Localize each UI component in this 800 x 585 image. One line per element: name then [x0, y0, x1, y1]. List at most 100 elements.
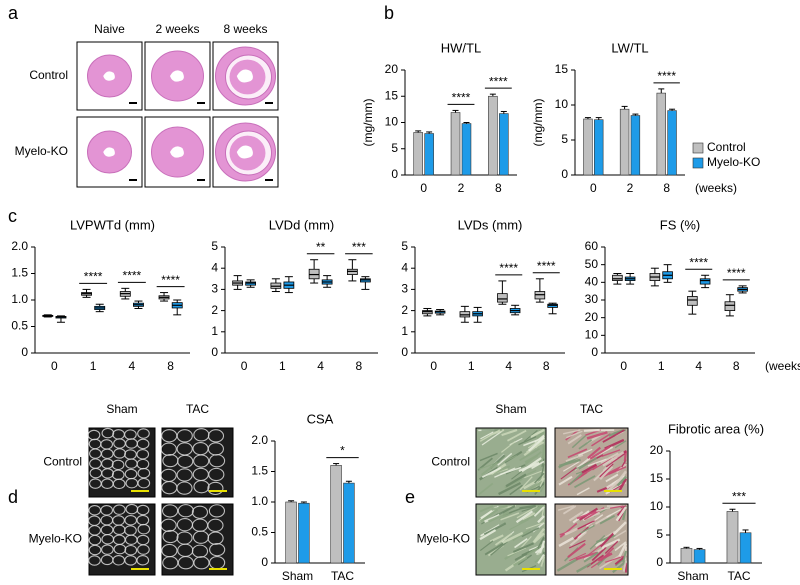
chart-title: LVPWTd (mm) [70, 217, 155, 232]
fiber [599, 465, 614, 480]
fiber [566, 430, 583, 439]
bar [461, 123, 472, 176]
cell [101, 427, 115, 439]
fiber [503, 455, 518, 463]
significance-label: **** [123, 269, 142, 283]
x-tick-label: 1 [279, 359, 286, 373]
bar [630, 115, 641, 176]
fiber [601, 449, 621, 457]
panel-letter: e [405, 487, 415, 507]
y-tick-label: 0.5 [251, 525, 268, 539]
fiber [500, 466, 522, 476]
fiber [501, 440, 516, 453]
panel-letter: a [8, 3, 19, 23]
chart-title: FS (%) [660, 217, 700, 232]
cell [193, 556, 210, 570]
bar [619, 108, 630, 176]
fiber [537, 554, 545, 564]
fiber [501, 429, 518, 437]
chart-title: LW/TL [611, 40, 648, 55]
fiber [563, 461, 580, 472]
x-axis-label: (weeks) [765, 359, 800, 373]
cavity [170, 70, 184, 82]
x-tick-label: 8 [356, 359, 363, 373]
legend-label: Control [707, 140, 746, 154]
fiber [575, 551, 598, 561]
chart-title: LVDd (mm) [269, 217, 334, 232]
fiber [484, 542, 505, 556]
fiber [527, 436, 545, 452]
significance-label: **** [727, 266, 746, 280]
fiber [591, 546, 607, 562]
column-label: Sham [495, 402, 526, 416]
x-axis-label: (weeks) [695, 181, 737, 195]
fiber [557, 505, 575, 511]
bar [739, 532, 752, 564]
cell [176, 429, 193, 443]
fiber [599, 514, 616, 525]
fiber [479, 452, 498, 462]
y-tick-label: 1 [211, 324, 218, 338]
cell [176, 481, 193, 495]
x-tick-label: 1 [90, 359, 97, 373]
fiber [524, 470, 543, 479]
fiber [518, 436, 537, 446]
cell [208, 454, 226, 468]
bar [693, 549, 706, 564]
fiber [491, 504, 508, 511]
y-tick-label: 10 [585, 328, 599, 342]
fiber [480, 431, 494, 440]
fiber [533, 506, 545, 517]
y-tick-label: 30 [585, 292, 599, 306]
fiber [523, 436, 545, 447]
y-tick-label: 2 [401, 303, 408, 317]
x-tick-label: 0 [620, 359, 627, 373]
y-tick-label: 15 [650, 471, 664, 485]
fiber [562, 505, 577, 515]
fiber [614, 440, 627, 449]
fiber [479, 429, 501, 442]
fiber [565, 454, 584, 462]
fiber [567, 434, 582, 445]
fiber [604, 540, 619, 554]
cell [137, 544, 150, 555]
panel-letter: b [384, 3, 394, 23]
fiber [519, 504, 536, 510]
y-tick-label: 0 [561, 167, 568, 181]
bar [499, 113, 509, 176]
fiber [605, 473, 619, 483]
y-tick-label: 2 [211, 303, 218, 317]
y-tick-label: 1 [401, 324, 408, 338]
y-tick-label: 1.5 [11, 266, 28, 280]
fiber [539, 540, 545, 554]
fiber [483, 522, 507, 536]
x-tick-label: 8 [733, 359, 740, 373]
fiber [479, 508, 499, 523]
fiber [595, 505, 616, 513]
fiber [576, 562, 592, 573]
fiber [515, 510, 534, 524]
cell [137, 428, 150, 439]
y-tick-label: 1.0 [11, 292, 28, 306]
y-tick-label: 10 [385, 115, 399, 129]
fiber [530, 429, 545, 438]
column-label: 8 weeks [223, 22, 267, 36]
cell [160, 442, 177, 456]
fiber [612, 560, 627, 574]
fiber [613, 529, 627, 539]
fiber [578, 457, 598, 470]
fiber [500, 512, 520, 521]
fiber [516, 505, 539, 519]
significance-label: **** [689, 255, 708, 269]
legend-label: Myelo-KO [707, 155, 760, 169]
cell [208, 504, 226, 518]
fiber [534, 505, 545, 514]
fiber [568, 511, 584, 522]
cell [207, 531, 224, 545]
fiber [556, 558, 578, 572]
fiber [479, 505, 494, 513]
bar [413, 132, 423, 176]
chart-title: HW/TL [441, 40, 481, 55]
cell [136, 438, 150, 450]
y-axis-label: (mg/mm) [531, 99, 545, 147]
